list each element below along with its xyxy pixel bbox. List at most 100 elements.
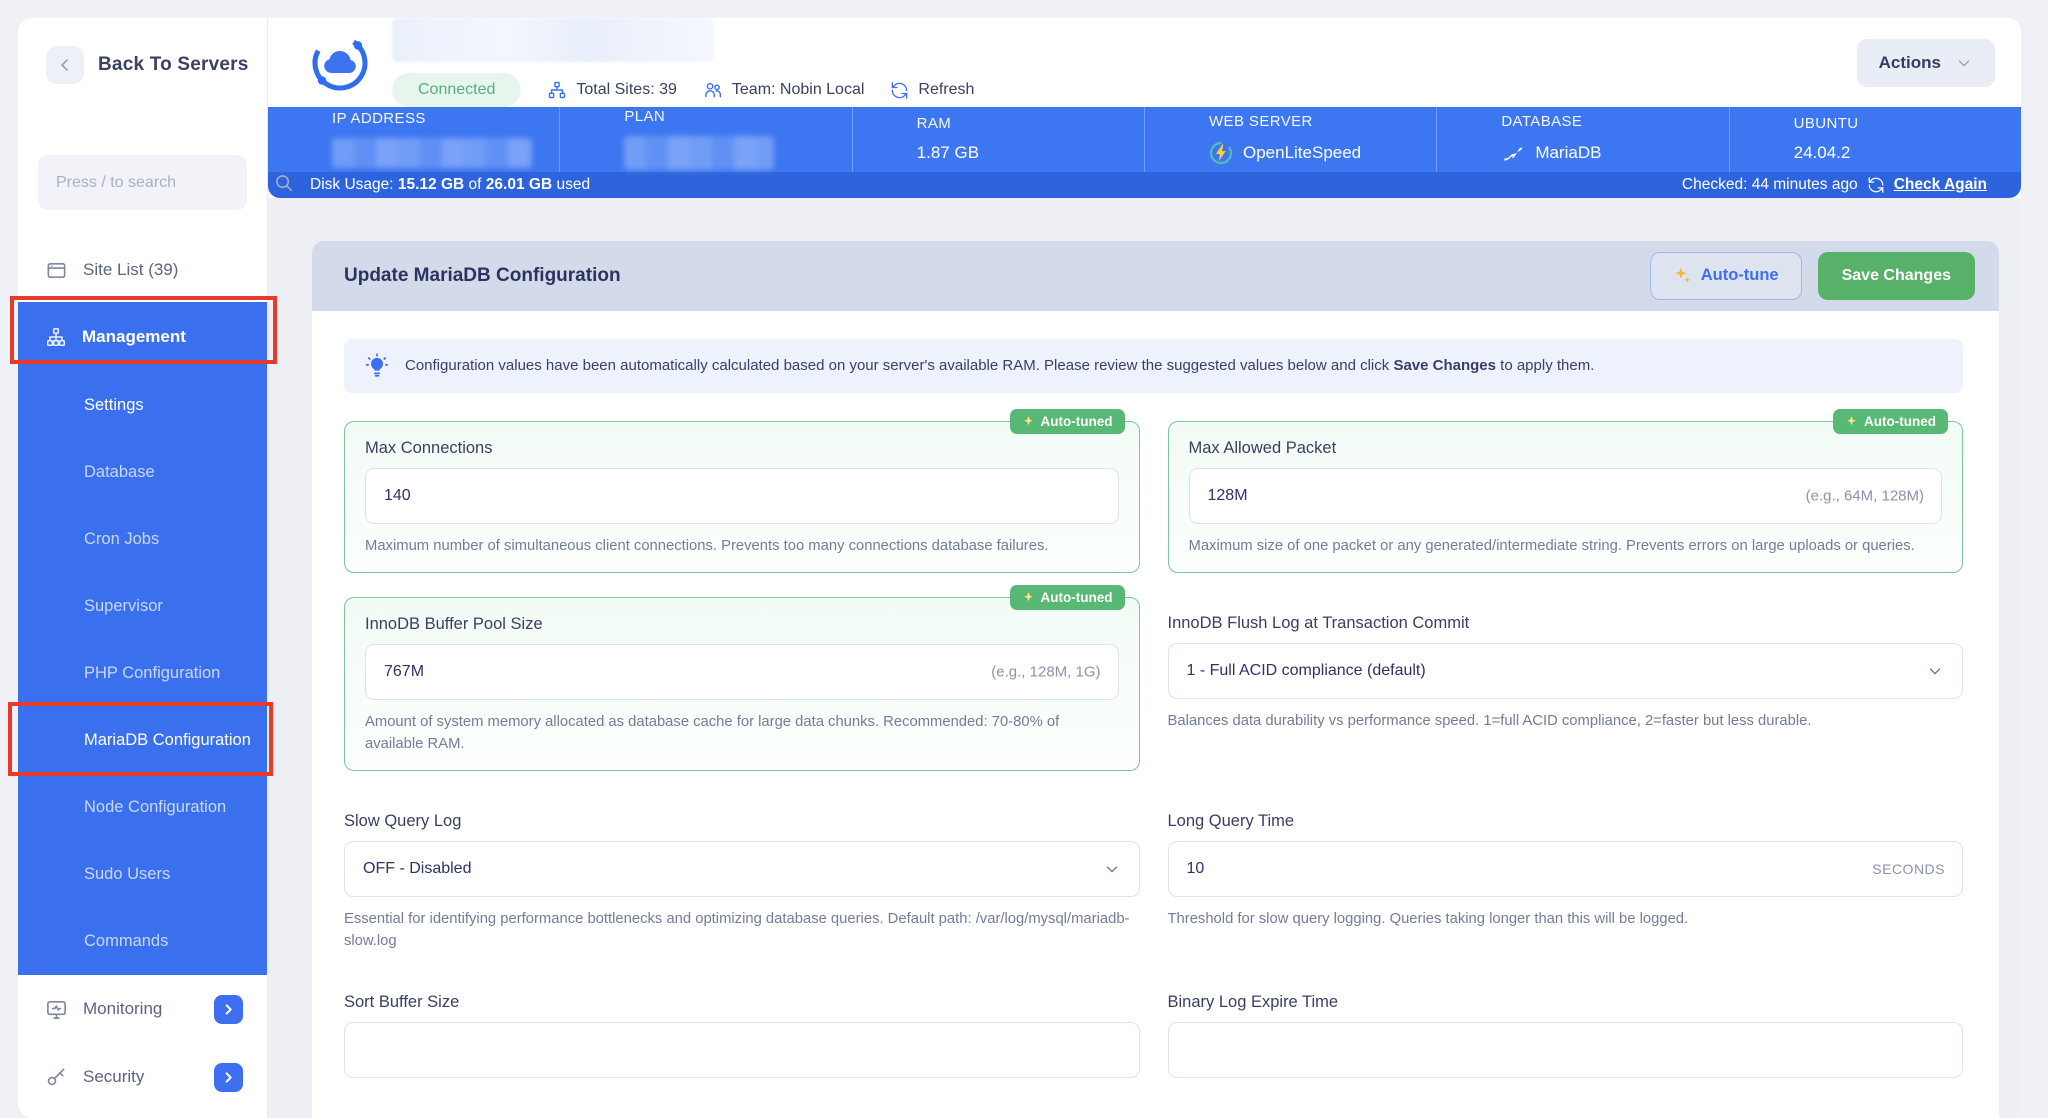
long-query-time-input[interactable]	[1167, 841, 1963, 898]
info-col-web-server: WEB SERVER OpenLiteSpeed	[1143, 107, 1436, 172]
cloud-server-logo	[312, 35, 368, 90]
sparkle-icon	[1675, 267, 1690, 284]
sitemap-icon	[549, 81, 566, 99]
total-sites: Total Sites: 39	[547, 80, 677, 100]
disk-checked-text: Checked: 44 minutes ago	[1681, 175, 1858, 193]
field-label: InnoDB Flush Log at Transaction Commit	[1167, 614, 1470, 633]
max-connections-input[interactable]	[365, 467, 1119, 524]
sidebar-item-label: Security	[83, 1067, 145, 1086]
sidebar-item-site-list[interactable]: Site List (39)	[18, 238, 267, 302]
binary-log-expire-time-input[interactable]	[1167, 1022, 1963, 1078]
save-changes-button[interactable]: Save Changes	[1817, 251, 1975, 300]
sidebar-item-node-configuration[interactable]: Node Configuration	[84, 798, 227, 816]
sparkle-icon	[1023, 592, 1033, 602]
database-label: DATABASE	[1501, 113, 1583, 131]
select-value: OFF - Disabled	[363, 860, 472, 878]
actions-button[interactable]: Actions	[1856, 38, 1995, 87]
team-label: Team: Nobin Local	[731, 81, 865, 98]
info-col-ubuntu: UBUNTU 24.04.2	[1728, 107, 2021, 172]
ip-label: IP ADDRESS	[332, 110, 426, 128]
config-fields-grid: Auto-tuned Max Connections Maximum numbe…	[344, 408, 1963, 1078]
chevron-down-icon	[1929, 668, 1941, 675]
search-icon	[276, 174, 293, 191]
field-help: Threshold for slow query logging. Querie…	[1167, 911, 1689, 928]
server-info-bar: IP ADDRESS PLAN RAM 1.87 GB WEB SERVER O…	[268, 107, 2021, 172]
web-server-label: WEB SERVER	[1208, 113, 1313, 131]
field-label: Sort Buffer Size	[344, 993, 460, 1011]
field-help: Balances data durability vs performance …	[1167, 713, 1812, 730]
field-label: Max Connections	[365, 438, 493, 457]
sort-buffer-size-input[interactable]	[344, 1022, 1140, 1078]
field-label: Long Query Time	[1167, 812, 1295, 831]
sidebar-item-cron-jobs[interactable]: Cron Jobs	[84, 530, 160, 548]
back-button[interactable]	[46, 46, 84, 84]
sidebar-item-supervisor[interactable]: Supervisor	[84, 597, 163, 615]
field-max-allowed-packet: Auto-tuned Max Allowed Packet (e.g., 64M…	[1167, 408, 1963, 574]
sidebar-item-label: Monitoring	[83, 999, 163, 1018]
field-innodb-buffer-pool-size: Auto-tuned InnoDB Buffer Pool Size (e.g.…	[344, 585, 1140, 772]
database-value: MariaDB	[1535, 143, 1602, 163]
redacted-ip-value	[332, 138, 532, 169]
slow-query-log-select[interactable]: OFF - Disabled	[344, 841, 1140, 898]
field-innodb-flush-log: InnoDB Flush Log at Transaction Commit 1…	[1167, 597, 1963, 732]
sidebar-item-php-configuration[interactable]: PHP Configuration	[84, 664, 221, 682]
sidebar-item-mariadb-configuration[interactable]: MariaDB Configuration	[84, 731, 251, 749]
app-window: Back To Servers Site List (39)	[8, 18, 2021, 1118]
security-expand-button[interactable]	[214, 1062, 243, 1092]
team-icon	[705, 82, 721, 98]
innodb-buffer-pool-size-input[interactable]	[365, 644, 1119, 701]
sparkle-icon	[1847, 415, 1856, 426]
key-icon	[47, 1068, 65, 1085]
status-badge: Connected	[392, 73, 522, 107]
auto-tuned-badge: Auto-tuned	[1009, 585, 1125, 611]
field-slow-query-log: Slow Query Log OFF - Disabled Essential …	[344, 795, 1140, 952]
team: Team: Nobin Local	[703, 80, 865, 100]
openlitespeed-icon	[1209, 142, 1233, 165]
max-allowed-packet-input[interactable]	[1188, 467, 1942, 524]
field-max-connections: Auto-tuned Max Connections Maximum numbe…	[344, 408, 1140, 574]
auto-tune-button[interactable]: Auto-tune	[1649, 251, 1802, 300]
check-again-link[interactable]: Check Again	[1893, 175, 1987, 193]
back-to-servers[interactable]: Back To Servers	[18, 18, 267, 84]
field-long-query-time: Long Query Time SECONDS Threshold for sl…	[1167, 795, 1963, 930]
redacted-server-name	[392, 18, 714, 62]
lightbulb-icon	[365, 353, 389, 377]
monitoring-expand-button[interactable]	[214, 994, 243, 1024]
auto-tuned-badge: Auto-tuned	[1833, 408, 1948, 434]
sidebar-item-settings[interactable]: Settings	[84, 396, 144, 414]
refresh-button[interactable]: Refresh	[890, 81, 974, 100]
sidebar-item-management[interactable]: Management	[18, 302, 267, 372]
ram-value: 1.87 GB	[916, 143, 980, 163]
mariadb-config-card: Update MariaDB Configuration Auto-tune S…	[312, 240, 1999, 1118]
refresh-icon	[892, 81, 908, 99]
card-body: Configuration values have been automatic…	[312, 310, 1999, 1118]
auto-calc-notice: Configuration values have been automatic…	[344, 338, 1963, 393]
sidebar: Back To Servers Site List (39)	[8, 18, 293, 1118]
field-help: Essential for identifying performance bo…	[344, 911, 1130, 949]
plan-label: PLAN	[624, 108, 666, 126]
field-label: Binary Log Expire Time	[1167, 993, 1339, 1011]
sidebar-search[interactable]	[38, 155, 293, 210]
field-sort-buffer-size: Sort Buffer Size	[344, 976, 1140, 1078]
server-header: Connected Total Sites: 39	[268, 18, 2021, 107]
sidebar-item-security[interactable]: Security	[18, 1043, 267, 1111]
auto-tuned-badge: Auto-tuned	[1009, 408, 1125, 434]
refresh-icon	[1868, 177, 1884, 193]
sidebar-item-commands[interactable]: Commands	[84, 932, 169, 950]
management-group: Management Settings Database Cron Jobs S…	[18, 302, 267, 975]
sidebar-item-database[interactable]: Database	[84, 463, 155, 481]
info-col-ip: IP ADDRESS	[268, 107, 559, 172]
search-input[interactable]	[56, 173, 263, 192]
sidebar-item-sudo-users[interactable]: Sudo Users	[84, 865, 171, 883]
chevron-right-icon	[225, 1003, 232, 1015]
disk-used-value: 15.12 GB	[397, 175, 465, 193]
refresh-label: Refresh	[918, 81, 975, 98]
back-label: Back To Servers	[98, 54, 249, 75]
innodb-flush-log-select[interactable]: 1 - Full ACID compliance (default)	[1167, 643, 1963, 700]
chevron-left-icon	[61, 59, 68, 71]
web-server-value: OpenLiteSpeed	[1242, 143, 1362, 163]
sidebar-item-monitoring[interactable]: Monitoring	[18, 975, 267, 1043]
page-title: Update MariaDB Configuration	[344, 264, 621, 286]
disk-usage-text: Disk Usage: 15.12 GB of 26.01 GB used	[310, 175, 591, 193]
sidebar-nav: Site List (39) Management Settings Datab…	[18, 238, 267, 1111]
